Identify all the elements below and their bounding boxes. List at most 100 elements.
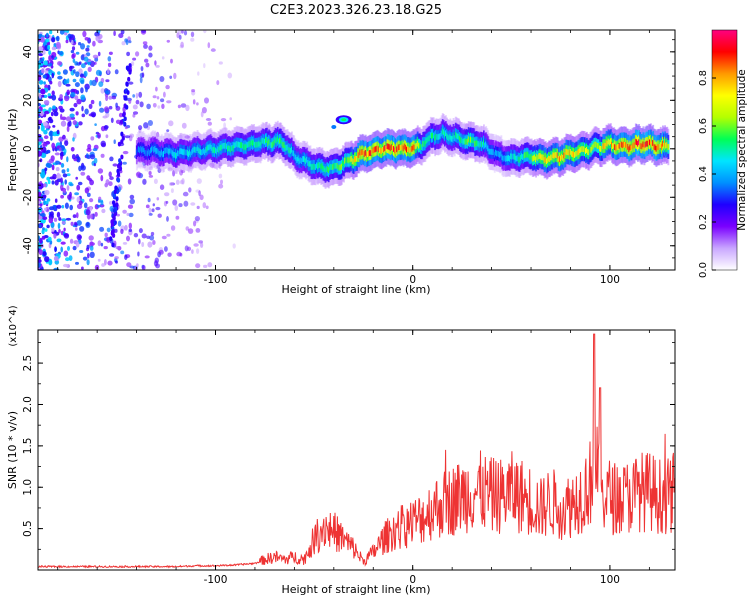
spectrogram-ridge-cell [619,142,622,148]
spectrogram-ridge-cell [663,142,665,149]
spectrogram-ridge-cell [299,157,302,163]
spectrogram-ridge-cell [261,137,264,144]
spectrogram-ridge-cell [165,147,168,154]
spectrogram-noise-cell [38,200,41,205]
spectrogram-noise-cell [93,157,98,164]
spectrogram-stripe-cell [110,219,114,225]
spectrogram-noise-cell [38,53,44,57]
spectrogram-noise-cell [232,243,236,249]
spectrogram-noise-cell [167,252,172,257]
spectrogram-ridge-cell [323,166,326,172]
spectrogram-noise-cell [88,235,94,241]
spectrogram-noise-cell [47,93,51,97]
spectrogram-noise-cell [122,161,127,165]
spectrogram-noise-cell [89,245,94,251]
spectrogram-noise-cell [81,63,86,69]
spectrogram-noise-cell [83,202,88,209]
spectrogram-noise-cell [59,147,62,152]
spectrogram-noise-cell [115,246,121,250]
spectrogram-ridge-cell [270,142,273,149]
spectrogram-ridge-cell [583,146,586,153]
spectrogram-ridge-cell [173,151,176,158]
spectrogram-noise-cell [72,78,77,83]
spectrogram-noise-cell [41,68,45,74]
spectrogram-noise-cell [74,82,80,88]
spectrogram-ridge-cell [245,144,248,151]
spectrogram-noise-cell [43,135,49,140]
spectrogram-ridge-cell [574,152,576,158]
spectrogram-noise-cell [216,80,220,86]
spectrogram-ridge-cell [642,141,645,148]
spectrogram-ridge-cell [179,148,182,155]
spectrogram-ridge-cell [624,141,626,148]
spectrogram-noise-cell [166,39,170,43]
spectrogram-noise-cell [129,194,135,200]
spectrogram-noise-cell [201,107,207,114]
spectrogram-ridge-cell [369,150,371,156]
spectrogram-noise-cell [97,51,101,57]
spectrogram-noise-cell [207,121,212,126]
spectrogram-ridge-cell [582,146,585,153]
spectrogram-noise-cell [52,131,58,137]
spectrogram-noise-cell [61,205,65,209]
spectrogram-noise-cell [148,45,153,51]
spectrogram-ridge-cell [594,141,597,148]
spectrogram-ridge-cell [231,145,234,151]
spectrogram-ridge-cell [645,140,648,147]
spectrogram-noise-cell [66,156,69,163]
spectrogram-ridge-cell [529,154,532,161]
spectrogram-ridge-cell [627,144,630,150]
spectrogram-noise-cell [118,112,123,118]
spectrogram-noise-cell [80,94,86,101]
spectrogram-ridge-cell [547,157,549,164]
spectrogram-noise-cell [65,217,72,221]
spectrogram-ridge-cell [607,138,610,145]
spectrogram-ridge-cell [414,143,417,150]
spectrogram-stripe-cell [119,119,124,125]
spectrogram-noise-cell [38,261,42,268]
spectrogram-noise-cell [51,37,56,43]
spectrogram-noise-cell [128,222,132,229]
spectrogram-noise-cell [114,228,118,233]
spectrogram-ridge-cell [649,139,651,146]
spectrogram-noise-cell [138,125,143,131]
spectrogram-ridge-cell [562,154,565,161]
spectrogram-noise-cell [53,229,57,234]
spectrogram-noise-cell [45,140,51,145]
spectrogram-ridge-cell [665,142,668,149]
spectrogram-noise-cell [86,259,90,266]
spectrogram-ridge-cell [390,144,393,150]
spectrogram-noise-cell [58,229,61,233]
spectrogram-noise-cell [185,104,190,112]
spectrogram-noise-cell [64,179,67,185]
spectrogram-ridge-cell [350,155,353,162]
spectrogram-ridge-cell [203,147,206,154]
spectrogram-noise-cell [115,102,118,108]
spectrogram-noise-cell [62,173,68,178]
spectrogram-noise-cell [143,122,149,129]
spectrogram-ridge-cell [322,165,325,172]
y-tick-label: 1.0 [22,479,34,496]
spectrogram-noise-cell [146,103,151,110]
spectrogram-ridge-cell [590,146,593,153]
spectrogram-noise-cell [75,176,78,180]
spectrogram-ridge-cell [415,142,418,149]
spectrogram-ridge-cell [388,144,391,150]
spectrogram-noise-cell [143,44,148,49]
spectrogram-ridge-cell [402,145,405,152]
spectrogram-noise-cell [63,188,66,194]
spectrogram-side-blob [341,118,347,122]
spectrogram-ridge-cell [468,137,471,144]
spectrogram-ridge-cell [186,150,189,156]
spectrogram-noise-cell [113,30,116,36]
spectrogram-ridge-cell [140,145,143,152]
spectrogram-ridge-cell [408,146,411,153]
spectrogram-ridge-cell [331,164,333,170]
spectrogram-noise-cell [153,260,159,267]
spectrogram-ridge-cell [153,147,156,153]
spectrogram-ridge-cell [355,156,357,162]
spectrogram-noise-cell [82,256,88,261]
spectrogram-noise-cell [175,215,180,220]
spectrogram-noise-cell [141,72,145,78]
spectrogram-ridge-cell [221,143,224,150]
